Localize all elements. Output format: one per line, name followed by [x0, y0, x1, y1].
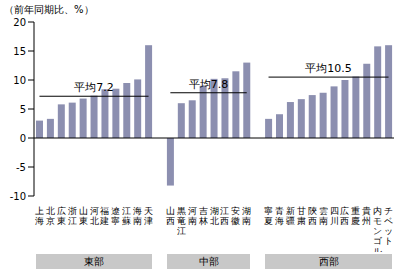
svg-text:新疆: 新疆 — [286, 206, 295, 226]
svg-text:天津: 天津 — [144, 206, 153, 226]
svg-text:重慶: 重慶 — [351, 206, 360, 226]
svg-text:河南: 河南 — [188, 206, 197, 226]
svg-text:北京: 北京 — [46, 206, 55, 226]
svg-text:0: 0 — [20, 133, 26, 144]
svg-text:河北: 河北 — [90, 206, 99, 226]
svg-text:上海: 上海 — [35, 206, 44, 226]
svg-text:青海: 青海 — [275, 206, 284, 226]
svg-text:10: 10 — [13, 75, 26, 86]
svg-text:平均7.8: 平均7.8 — [189, 78, 229, 91]
html-text:中部: 中部 — [198, 256, 219, 267]
svg-text:15: 15 — [13, 46, 26, 57]
svg-text:平均10.5: 平均10.5 — [305, 62, 352, 75]
svg-text:浙江: 浙江 — [68, 206, 77, 226]
svg-text:四川: 四川 — [330, 206, 339, 226]
svg-text:遼寧: 遼寧 — [111, 206, 120, 226]
svg-text:湖北: 湖北 — [210, 206, 219, 226]
svg-text:黒竜江: 黒竜江 — [177, 206, 186, 236]
svg-text:チベット: チベット — [384, 206, 392, 246]
svg-text:貴州: 貴州 — [362, 206, 371, 226]
svg-text:寧夏: 寧夏 — [264, 206, 273, 226]
html-text:西部: 西部 — [318, 256, 339, 267]
svg-text:山西: 山西 — [166, 206, 175, 226]
svg-text:雲南: 雲南 — [319, 206, 328, 226]
svg-text:5: 5 — [20, 104, 26, 115]
html-text:東部: 東部 — [84, 256, 104, 267]
svg-text:平均7.2: 平均7.2 — [74, 81, 114, 94]
svg-text:江蘇: 江蘇 — [122, 206, 131, 226]
svg-text:-10: -10 — [10, 191, 26, 202]
svg-text:江西: 江西 — [220, 206, 229, 226]
html-text:（前年同期比、%）: （前年同期比、%） — [4, 4, 94, 15]
svg-text:湖南: 湖南 — [242, 206, 251, 226]
svg-text:福建: 福建 — [99, 206, 109, 226]
svg-text:山東: 山東 — [79, 206, 88, 226]
svg-text:甘粛: 甘粛 — [297, 206, 306, 226]
svg-text:吉林: 吉林 — [198, 206, 208, 226]
svg-text:安徽: 安徽 — [231, 206, 240, 226]
svg-text:広西: 広西 — [340, 206, 349, 226]
svg-text:海南: 海南 — [133, 206, 142, 226]
svg-text:-5: -5 — [16, 162, 26, 173]
svg-text:陝西: 陝西 — [308, 206, 317, 226]
svg-text:20: 20 — [13, 17, 26, 28]
svg-text:広東: 広東 — [57, 206, 66, 226]
svg-text:内モンゴル: 内モンゴル — [373, 206, 383, 252]
